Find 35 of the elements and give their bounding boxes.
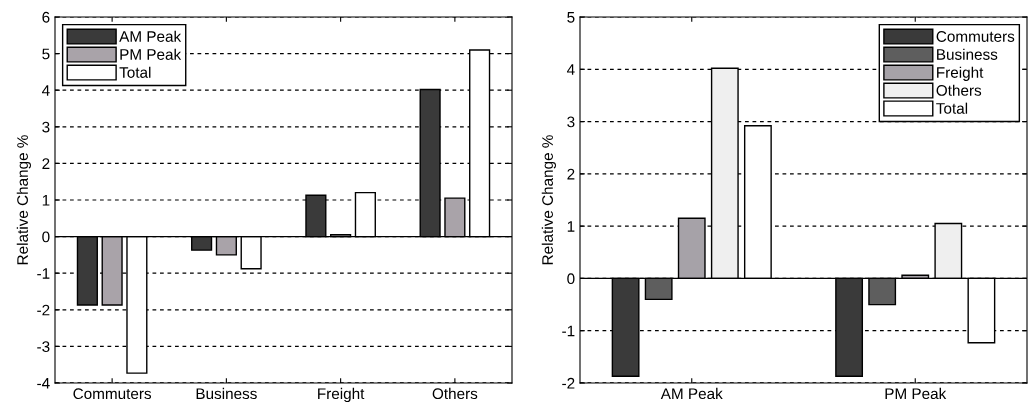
y-tick-label: 3 [42, 121, 50, 133]
legend-label: PM Peak [120, 48, 182, 60]
y-tick-label: -3 [37, 341, 50, 353]
legend-label: Freight [937, 66, 984, 81]
legend-label: Business [937, 48, 998, 60]
y-tick-label: 4 [566, 64, 575, 75]
x-tick-label: AM Peak [660, 387, 723, 400]
y-tick-label: 3 [567, 116, 575, 128]
y-tick-label: 0 [567, 273, 575, 285]
y-tick-label: -1 [37, 268, 50, 279]
y-tick-label: 2 [567, 168, 575, 180]
y-tick-label: 6 [42, 11, 50, 23]
y-tick-label: 4 [41, 85, 50, 96]
y-axis-title: Relative Change % [541, 135, 556, 265]
x-tick-label: Freight [318, 387, 365, 403]
y-tick-label: -1 [562, 325, 575, 337]
y-tick-label: 2 [42, 158, 50, 169]
legend-label: AM Peak [119, 30, 182, 42]
y-tick-label: 1 [42, 195, 50, 206]
y-tick-label: -2 [37, 304, 50, 316]
y-axis-title: Relative Change % [16, 135, 31, 265]
legend-label: Total [936, 102, 968, 114]
legend-label: Others [936, 84, 982, 96]
x-tick-label: Business [196, 387, 257, 400]
y-tick-label: 5 [567, 12, 575, 23]
y-tick-label: 5 [42, 48, 50, 60]
x-tick-label: Others [432, 387, 478, 400]
x-tick-label: PM Peak [885, 387, 947, 400]
x-tick-label: Commuters [73, 388, 152, 400]
y-tick-label: -2 [562, 377, 575, 389]
legend-label: Commuters [936, 31, 1015, 42]
y-tick-label: 0 [42, 231, 50, 243]
y-tick-label: -4 [37, 378, 50, 389]
y-tick-label: 1 [567, 221, 575, 232]
legend-label: Total [119, 66, 151, 78]
